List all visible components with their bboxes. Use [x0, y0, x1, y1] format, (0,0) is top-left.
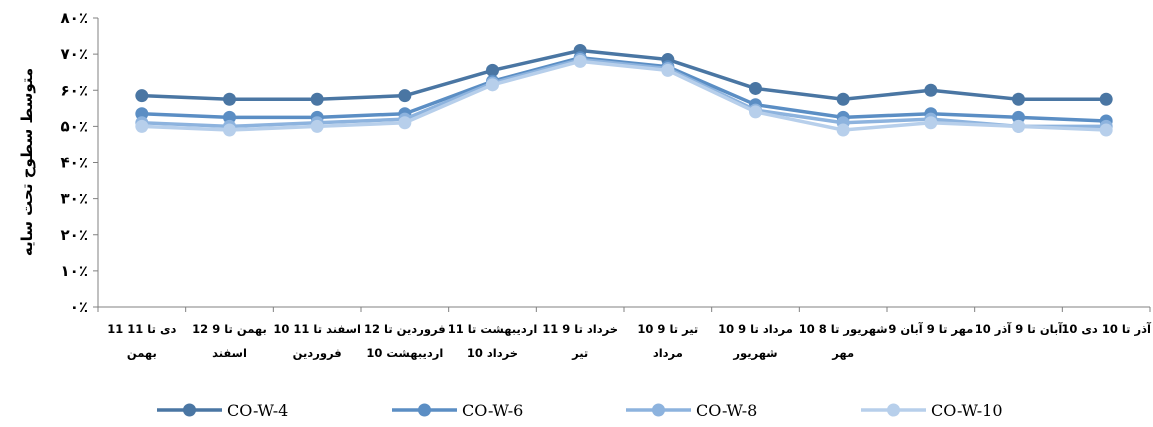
data-point: [398, 89, 412, 103]
x-tick-label: 11 اردیبهشت تا: [448, 322, 538, 336]
data-point: [486, 63, 499, 77]
data-point: [1012, 110, 1025, 124]
data-point: [310, 92, 324, 106]
data-point: [661, 63, 675, 77]
x-tick-label: 10 خرداد: [467, 346, 518, 360]
data-point: [223, 110, 236, 124]
data-point: [223, 123, 236, 137]
series-line: [141, 48, 1107, 102]
legend-label: CO-W-4: [227, 401, 288, 420]
data-point: [1099, 123, 1113, 137]
x-tick-label: 10 شهریور تا 8: [799, 322, 888, 337]
x-tick-label: تیر: [571, 346, 588, 360]
legend: CO-W-4 CO-W-6 CO-W-8 CO-W-10: [157, 401, 1003, 420]
data-point: [310, 119, 324, 133]
legend-swatch-marker: [418, 403, 431, 417]
data-point: [135, 89, 149, 103]
y-axis: ۰٪ ۱۰٪ ۲۰٪ ۳۰٪ ۴۰٪ ۵۰٪ ۶۰٪ ۷۰٪ ۸۰٪: [61, 9, 99, 316]
data-point: [398, 116, 412, 130]
legend-label: CO-W-8: [696, 401, 757, 420]
data-point: [135, 107, 149, 121]
data-point: [486, 78, 499, 92]
data-point: [1099, 92, 1113, 106]
x-tick-label: مهر: [831, 346, 854, 360]
data-point: [1012, 92, 1025, 106]
legend-item: CO-W-10: [861, 401, 1003, 420]
legend-swatch-marker: [652, 403, 665, 417]
y-tick-label: ۵۰٪: [61, 117, 88, 135]
data-point: [836, 123, 850, 137]
y-tick-label: ۶۰٪: [61, 81, 88, 99]
x-tick-label: بهمن: [127, 346, 157, 360]
data-point: [749, 81, 762, 95]
data-point: [573, 54, 587, 68]
y-tick-label: ۴۰٪: [61, 154, 88, 172]
series-co-w-10: [135, 54, 1113, 137]
series-line: [141, 57, 1107, 129]
x-tick-label: 10 تیر تا 9: [637, 322, 698, 336]
y-tick-label: ۱۰٪: [61, 262, 88, 280]
y-axis-label: متوسط سطوح تحت سایه: [18, 68, 36, 256]
x-tick-label: 10 مرداد تا 9: [718, 322, 793, 336]
y-tick-label: ۷۰٪: [61, 45, 88, 63]
data-point: [1012, 119, 1025, 133]
x-tick-label: 12 فروردین تا: [364, 322, 446, 337]
y-tick-label: ۳۰٪: [61, 190, 88, 208]
legend-item: CO-W-6: [392, 401, 523, 420]
x-tick-label: 10 آبان تا 9 آذر: [975, 322, 1064, 336]
data-point: [223, 92, 236, 106]
x-tick-label: فروردین: [293, 346, 342, 361]
series-group: [135, 44, 1113, 137]
x-axis: 11 دی تا 11 بهمن 12 بهمن تا 9 اسفند 10 اسفند…: [97, 306, 1152, 361]
series-line: [141, 55, 1107, 123]
data-point: [924, 83, 938, 97]
x-tick-label: 11 خرداد تا 9: [542, 322, 618, 336]
x-tick-label: 9 مهر تا 9 آبان: [888, 322, 973, 336]
x-tick-label: اسفند: [212, 346, 247, 360]
y-tick-label: ۲۰٪: [61, 226, 88, 244]
y-tick-label: ۰٪: [70, 298, 88, 316]
legend-swatch-marker: [887, 403, 900, 417]
y-tick-label: ۸۰٪: [61, 9, 88, 27]
x-tick-label: 10 آذر تا 10 دی: [1061, 322, 1152, 336]
series-co-w-4: [135, 44, 1113, 106]
legend-item: CO-W-8: [626, 401, 757, 420]
data-point: [749, 105, 762, 119]
series-line: [141, 59, 1107, 132]
data-point: [135, 119, 149, 133]
x-tick-label: شهریور: [732, 346, 777, 361]
x-tick-label: 10 اسفند تا 11: [273, 322, 361, 336]
x-tick-label: 10 اردیبهشت: [366, 346, 443, 360]
legend-swatch-marker: [183, 403, 196, 417]
x-tick-label: مرداد: [653, 346, 683, 360]
x-tick-label: 12 بهمن تا 9: [192, 322, 267, 336]
legend-label: CO-W-6: [462, 401, 523, 420]
data-point: [836, 92, 850, 106]
data-point: [924, 116, 938, 130]
x-tick-label: 11 دی تا 11: [107, 322, 176, 336]
legend-label: CO-W-10: [931, 401, 1003, 420]
legend-item: CO-W-4: [157, 401, 288, 420]
